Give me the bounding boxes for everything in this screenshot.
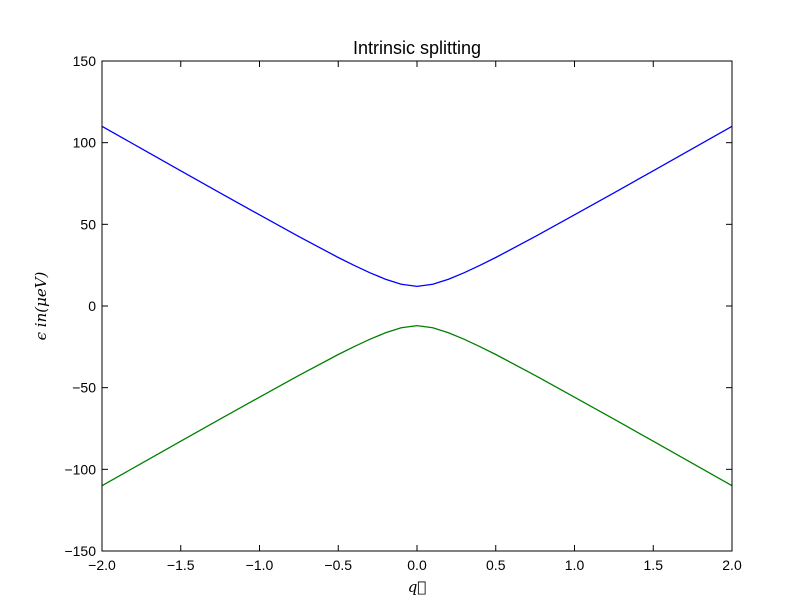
x-tick-label: −2.0: [88, 557, 116, 573]
x-tick-label: −0.5: [324, 557, 352, 573]
y-tick-label: 150: [73, 53, 97, 69]
y-axis-label: ϵ in(μeV): [32, 271, 50, 340]
x-axis: −2.0 −1.5 −1.0 −0.5 0.0 0.5 1.0 1.5 2.0: [88, 61, 742, 573]
y-tick-label: −50: [72, 380, 96, 396]
x-tick-label: 0.0: [407, 557, 427, 573]
chart-title: Intrinsic splitting: [353, 38, 481, 58]
y-tick-label: 50: [80, 216, 96, 232]
y-tick-label: 0: [88, 298, 96, 314]
x-tick-label: 1.5: [644, 557, 664, 573]
y-tick-label: 100: [73, 135, 97, 151]
y-tick-label: −100: [64, 461, 96, 477]
plot-frame: [101, 60, 733, 552]
y-tick-label: −150: [64, 543, 96, 559]
x-tick-label: 1.0: [565, 557, 585, 573]
x-tick-label: 0.5: [486, 557, 506, 573]
series-line-1: [101, 324, 733, 487]
x-axis-label: q⃗: [408, 578, 427, 596]
x-tick-label: −1.5: [167, 557, 195, 573]
y-axis: −150 −100 −50 0 50 100 150: [64, 53, 732, 559]
x-tick-label: −1.0: [246, 557, 274, 573]
series-layer: [101, 125, 733, 487]
series-line-0: [101, 125, 733, 288]
x-tick-label: 2.0: [722, 557, 742, 573]
